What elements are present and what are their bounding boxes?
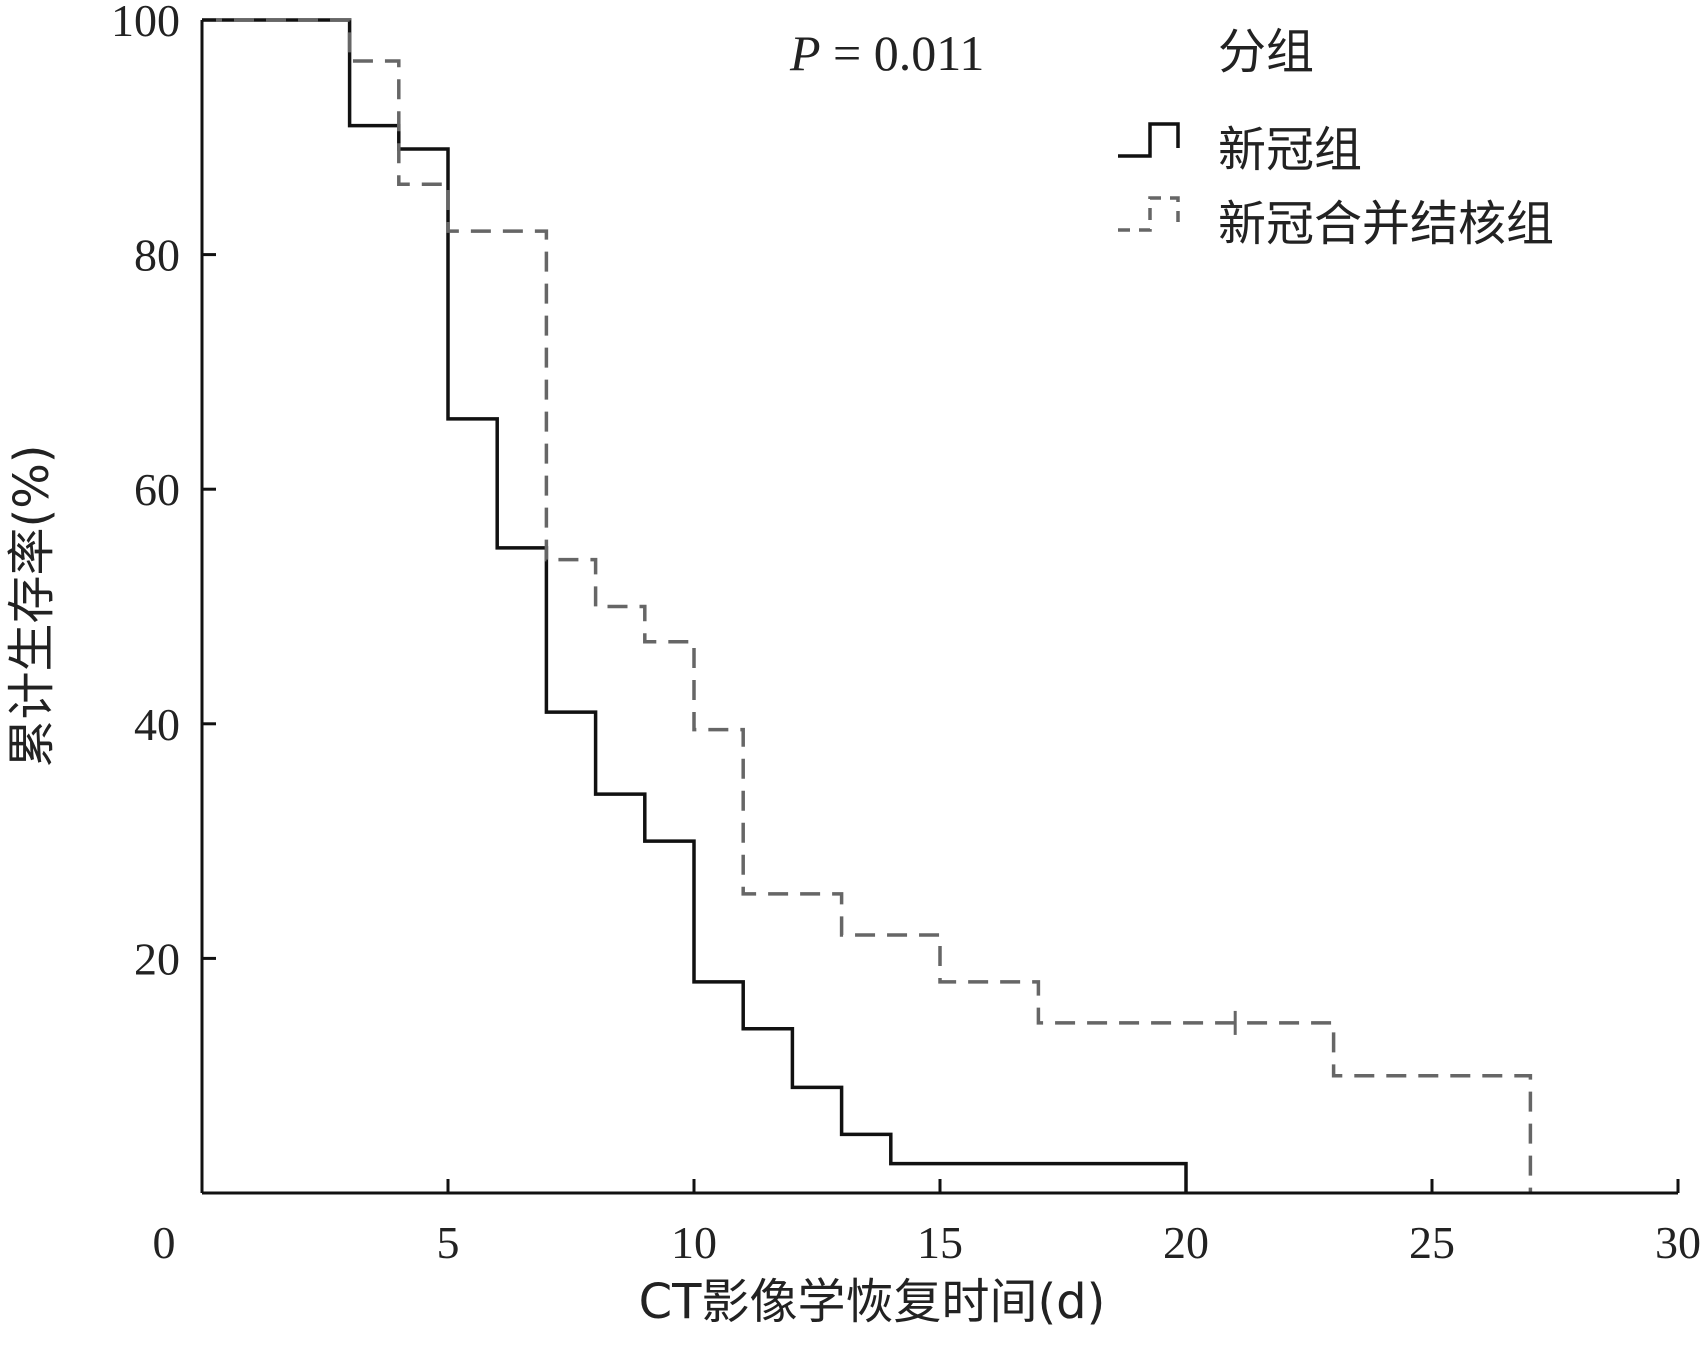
p-value-annotation: P = 0.011 — [789, 25, 984, 81]
series-line-2 — [202, 18, 1533, 1193]
legend-label-2: 新冠合并结核组 — [1218, 196, 1554, 252]
x-tick-label: 25 — [1409, 1217, 1455, 1268]
x-tick-label: 15 — [917, 1217, 963, 1268]
p-value-text: = 0.011 — [821, 25, 985, 81]
y-tick-label: 100 — [111, 0, 180, 46]
legend-title: 分组 — [1218, 24, 1314, 80]
y-tick-label: 40 — [134, 699, 180, 750]
x-ticks: 0 5 10 15 20 25 30 — [153, 1179, 1701, 1268]
x-tick-label: 5 — [437, 1217, 460, 1268]
x-tick-label: 10 — [671, 1217, 717, 1268]
y-tick-label: 60 — [134, 464, 180, 515]
y-tick-label: 80 — [134, 230, 180, 281]
y-tick-label: 20 — [134, 933, 180, 984]
legend-label-1: 新冠组 — [1218, 122, 1362, 178]
x-tick-label: 20 — [1163, 1217, 1209, 1268]
x-axis-title: CT影像学恢复时间(d) — [639, 1274, 1106, 1330]
x-tick-label: 30 — [1655, 1217, 1701, 1268]
p-value-symbol: P — [789, 25, 821, 81]
legend-symbol-2 — [1118, 196, 1180, 232]
legend-symbol-1 — [1118, 122, 1180, 158]
series-line-1 — [202, 18, 1188, 1193]
y-ticks: 20 40 60 80 100 — [111, 0, 216, 984]
y-axis-title: 累计生存率(%) — [4, 444, 60, 767]
x-tick-label: 0 — [153, 1217, 176, 1268]
series-layer — [202, 18, 1533, 1193]
